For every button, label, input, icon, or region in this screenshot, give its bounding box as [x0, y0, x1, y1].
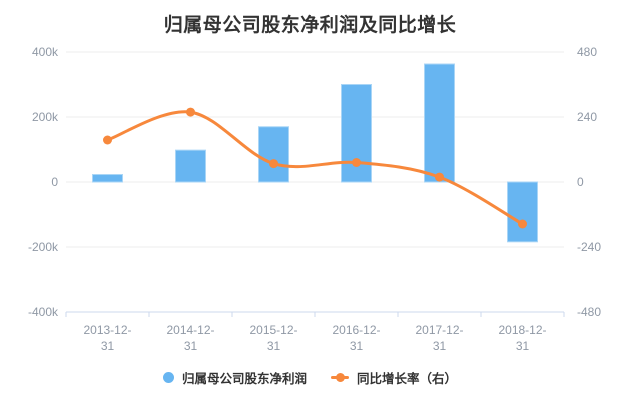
right-axis-tick-label: 480: [577, 45, 597, 59]
left-axis-tick-label: -200k: [28, 240, 59, 254]
right-axis-tick-label: 240: [577, 110, 597, 124]
line-series-legend-label: 同比增长率（右）: [357, 372, 458, 386]
bar-2017-12-31[interactable]: [424, 63, 455, 183]
left-axis-tick-label: -400k: [28, 305, 59, 319]
x-axis-category-label: 2015-12-31: [249, 323, 297, 353]
line-point-2013-12-31[interactable]: [103, 135, 112, 145]
right-axis-tick-label: -480: [577, 305, 601, 319]
x-axis-category-label: 2018-12-31: [498, 323, 546, 353]
bar-2015-12-31[interactable]: [258, 126, 289, 183]
right-axis-tick-label: -240: [577, 240, 601, 254]
bar-series-legend-marker-icon: [162, 372, 174, 383]
bar-series-legend-label: 归属母公司股东净利润: [181, 372, 307, 386]
left-axis-tick-label: 400k: [32, 45, 59, 59]
bar-2016-12-31[interactable]: [341, 84, 372, 183]
left-axis-tick-label: 0: [51, 175, 58, 189]
right-axis-tick-label: 0: [577, 175, 584, 189]
legend-item-growth-rate[interactable]: 同比增长率（右）: [331, 368, 457, 387]
line-series-legend-marker-icon: [331, 372, 349, 383]
bar-2013-12-31[interactable]: [92, 174, 123, 183]
line-point-2014-12-31[interactable]: [186, 107, 195, 117]
left-axis-tick-label: 200k: [32, 110, 59, 124]
x-axis-category-label: 2016-12-31: [332, 323, 380, 353]
legend-item-net-profit[interactable]: 归属母公司股东净利润: [162, 368, 307, 387]
chart-title: 归属母公司股东净利润及同比增长: [163, 15, 457, 36]
bar-2014-12-31[interactable]: [175, 149, 206, 183]
chart-legend: 归属母公司股东净利润 同比增长率（右）: [0, 368, 620, 387]
line-point-2017-12-31[interactable]: [435, 172, 444, 182]
growth-rate-line: [106, 110, 524, 226]
line-point-2016-12-31[interactable]: [352, 158, 361, 167]
x-axis-category-label: 2017-12-31: [415, 323, 463, 353]
bar-2018-12-31[interactable]: [507, 181, 538, 243]
x-axis-category-label: 2013-12-31: [83, 323, 131, 353]
line-point-2018-12-31[interactable]: [518, 219, 527, 229]
x-axis-category-label: 2014-12-31: [166, 323, 214, 353]
line-point-2015-12-31[interactable]: [269, 159, 278, 169]
